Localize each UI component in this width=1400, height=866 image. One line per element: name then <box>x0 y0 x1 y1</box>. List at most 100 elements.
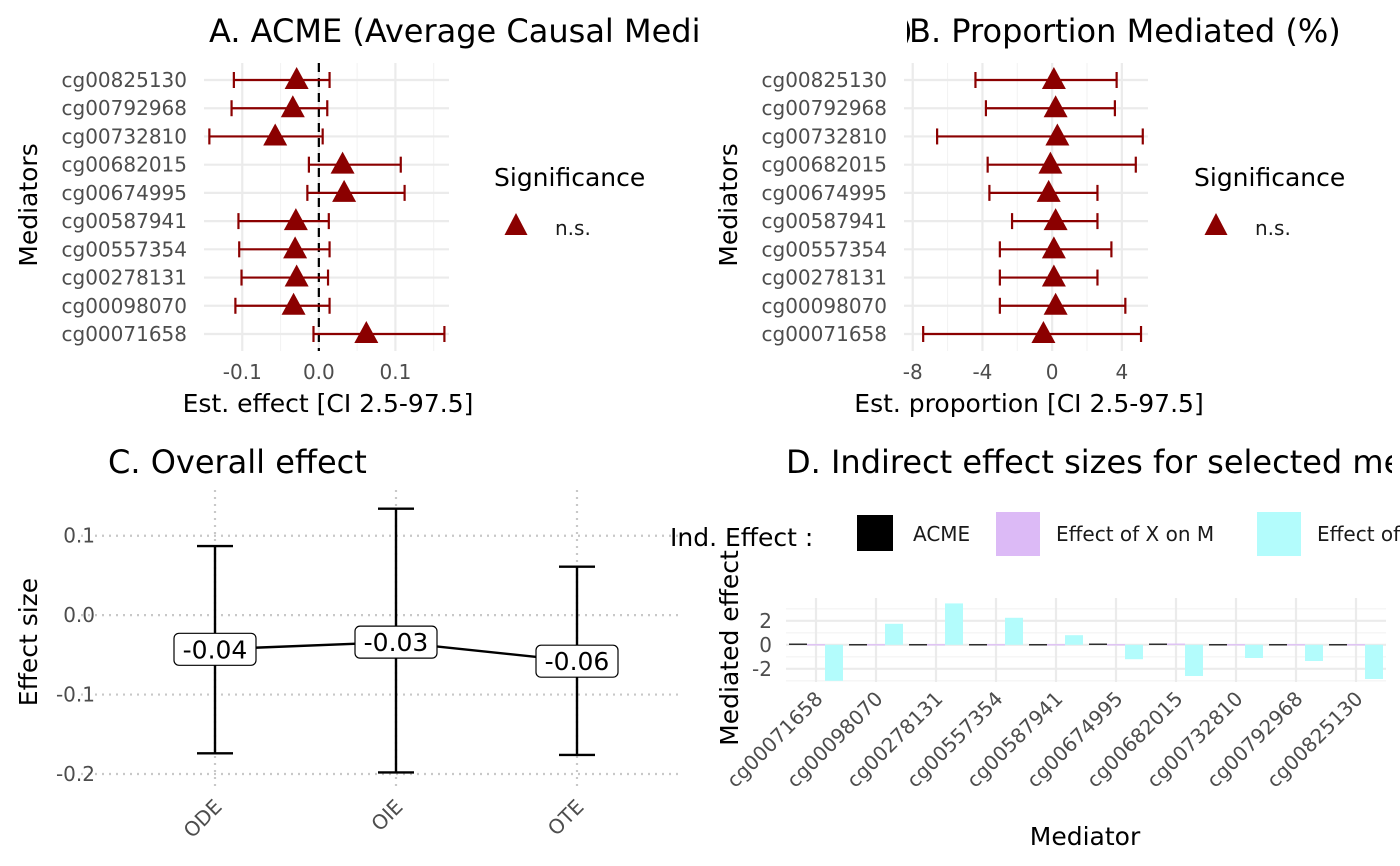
panel-a-legend-title: Significance <box>494 163 645 192</box>
panel-b-legend-title: Significance <box>1194 163 1345 192</box>
panel-b-x-ticks: -8 -4 0 4 <box>903 360 1128 384</box>
bar <box>1185 644 1203 676</box>
mediator-label: cg00278131 <box>762 266 888 290</box>
mediator-label: cg00278131 <box>62 266 188 290</box>
value-label-box <box>354 625 438 659</box>
value-label-box <box>535 644 619 678</box>
panel-a-mediator-labels: cg00825130 cg00792968 cg00732810 cg00682015… <box>62 68 188 346</box>
mediator-label: cg00674995 <box>762 181 888 205</box>
panel-d-legend-acme-swatch <box>857 515 893 551</box>
panel-d-y-ticks: 20-2 <box>752 609 772 681</box>
panel-b-mediator-labels: cg00825130 cg00792968 cg00732810 cg00682015… <box>762 68 888 346</box>
estimate-triangle <box>1043 292 1068 315</box>
bar <box>927 644 945 646</box>
estimate-triangle <box>281 292 306 315</box>
bar <box>1329 644 1347 646</box>
mediator-label: cg00792968 <box>762 96 888 120</box>
bar <box>1125 644 1143 660</box>
mediator-label: cg00732810 <box>762 124 888 148</box>
panel-b-estimates <box>922 67 1144 343</box>
bar <box>807 644 825 646</box>
estimate-triangle <box>330 151 355 174</box>
bar <box>945 603 963 645</box>
bar <box>1347 644 1365 646</box>
bar <box>1209 644 1227 646</box>
bar <box>987 644 1005 646</box>
x-tick-label: -8 <box>903 360 923 384</box>
bar <box>1065 635 1083 645</box>
bar <box>1047 644 1065 646</box>
x-tick-label: OTE <box>543 795 589 841</box>
estimate-triangle <box>1041 236 1066 259</box>
panel-b-proportion: B. Proportion Mediated (%) cg00825130cg0… <box>714 12 1345 418</box>
x-tick-label: 0.0 <box>303 360 335 384</box>
bar <box>909 644 927 646</box>
panel-a-legend-ns: n.s. <box>555 216 591 240</box>
estimate-triangle <box>1041 67 1066 89</box>
y-tick-label: -0.2 <box>56 762 95 786</box>
y-tick-label: -2 <box>752 657 772 681</box>
panel-d-legend-title: Ind. Effect : <box>670 523 813 552</box>
panel-a-legend-triangle-icon <box>504 213 528 235</box>
value-label: -0.03 <box>364 628 429 657</box>
bar <box>969 644 987 646</box>
panel-d-y-axis-title: Mediated effect <box>715 550 744 746</box>
panel-d-indirect-effects: D. Indirect effect sizes for selected me… <box>670 443 1400 851</box>
y-tick-label: -0.1 <box>56 683 95 707</box>
panel-c-title: C. Overall effect <box>108 443 367 481</box>
mediator-label: cg00682015 <box>762 153 888 177</box>
mediator-label: cg00825130 <box>62 68 188 92</box>
bar <box>1269 644 1287 646</box>
value-label-box <box>173 632 257 666</box>
mediator-label: cg00587941 <box>62 209 188 233</box>
panel-d-bars <box>789 603 1383 681</box>
bar <box>867 644 885 646</box>
panel-a-title-clip-mask <box>702 0 907 60</box>
x-tick-label: 4 <box>1115 360 1128 384</box>
x-tick-label: -0.1 <box>223 360 262 384</box>
estimate-triangle <box>354 321 379 343</box>
y-tick-label: 0.0 <box>63 603 95 627</box>
mediator-label: cg00098070 <box>62 294 188 318</box>
estimate-triangle <box>283 236 308 259</box>
panel-d-title-clip-mask <box>1392 440 1400 500</box>
mediator-label: cg00732810 <box>62 124 188 148</box>
mediator-label: cg00071658 <box>762 322 888 346</box>
panel-d-legend: Ind. Effect : ACME Effect of X on M Effe… <box>670 512 1400 556</box>
estimate-triangle <box>1045 123 1070 146</box>
panel-d-legend-m-on-y-label: Effect of M on Y <box>1317 522 1400 546</box>
mediator-label: cg00587941 <box>762 209 888 233</box>
panel-d-gridlines <box>786 598 1386 682</box>
mediator-label: cg00825130 <box>762 68 888 92</box>
estimate-triangle <box>284 67 309 89</box>
bar <box>1227 644 1245 646</box>
panel-b-title: B. Proportion Mediated (%) <box>909 12 1341 50</box>
estimate-triangle <box>284 264 309 287</box>
estimate-triangle <box>1043 208 1068 231</box>
y-tick-label: 0.1 <box>63 524 95 548</box>
panel-b-legend-ns: n.s. <box>1255 216 1291 240</box>
bar <box>825 644 843 681</box>
bar <box>1107 644 1125 646</box>
panel-d-legend-acme-label: ACME <box>913 522 970 546</box>
bar <box>1089 643 1107 645</box>
panel-d-legend-x-on-m-swatch <box>996 512 1040 556</box>
panel-a-x-ticks: -0.1 0.0 0.1 <box>223 360 412 384</box>
panel-c-y-ticks: 0.1 0.0 -0.1 -0.2 <box>56 524 95 786</box>
panel-a-estimates <box>208 67 446 343</box>
bar <box>1029 644 1047 646</box>
x-tick-label: OIE <box>366 795 407 836</box>
mediator-label: cg00071658 <box>62 322 188 346</box>
panel-b-y-axis-title: Mediators <box>714 143 743 267</box>
x-tick-label: -4 <box>972 360 992 384</box>
panel-d-legend-x-on-m-label: Effect of X on M <box>1056 522 1214 546</box>
estimate-triangle <box>1036 179 1061 202</box>
panel-d-x-ticks: cg00071658cg00098070cg00278131cg00557354… <box>722 687 1368 793</box>
mediator-label: cg00557354 <box>62 237 188 261</box>
panel-c-overall-effect: C. Overall effect 0.10.0-0.1-0.2 ODE OIE O… <box>14 443 680 842</box>
mediator-label: cg00792968 <box>62 96 188 120</box>
panel-d-legend-m-on-y-swatch <box>1257 512 1301 556</box>
value-label: -0.04 <box>183 635 248 664</box>
estimate-triangle <box>280 95 305 118</box>
